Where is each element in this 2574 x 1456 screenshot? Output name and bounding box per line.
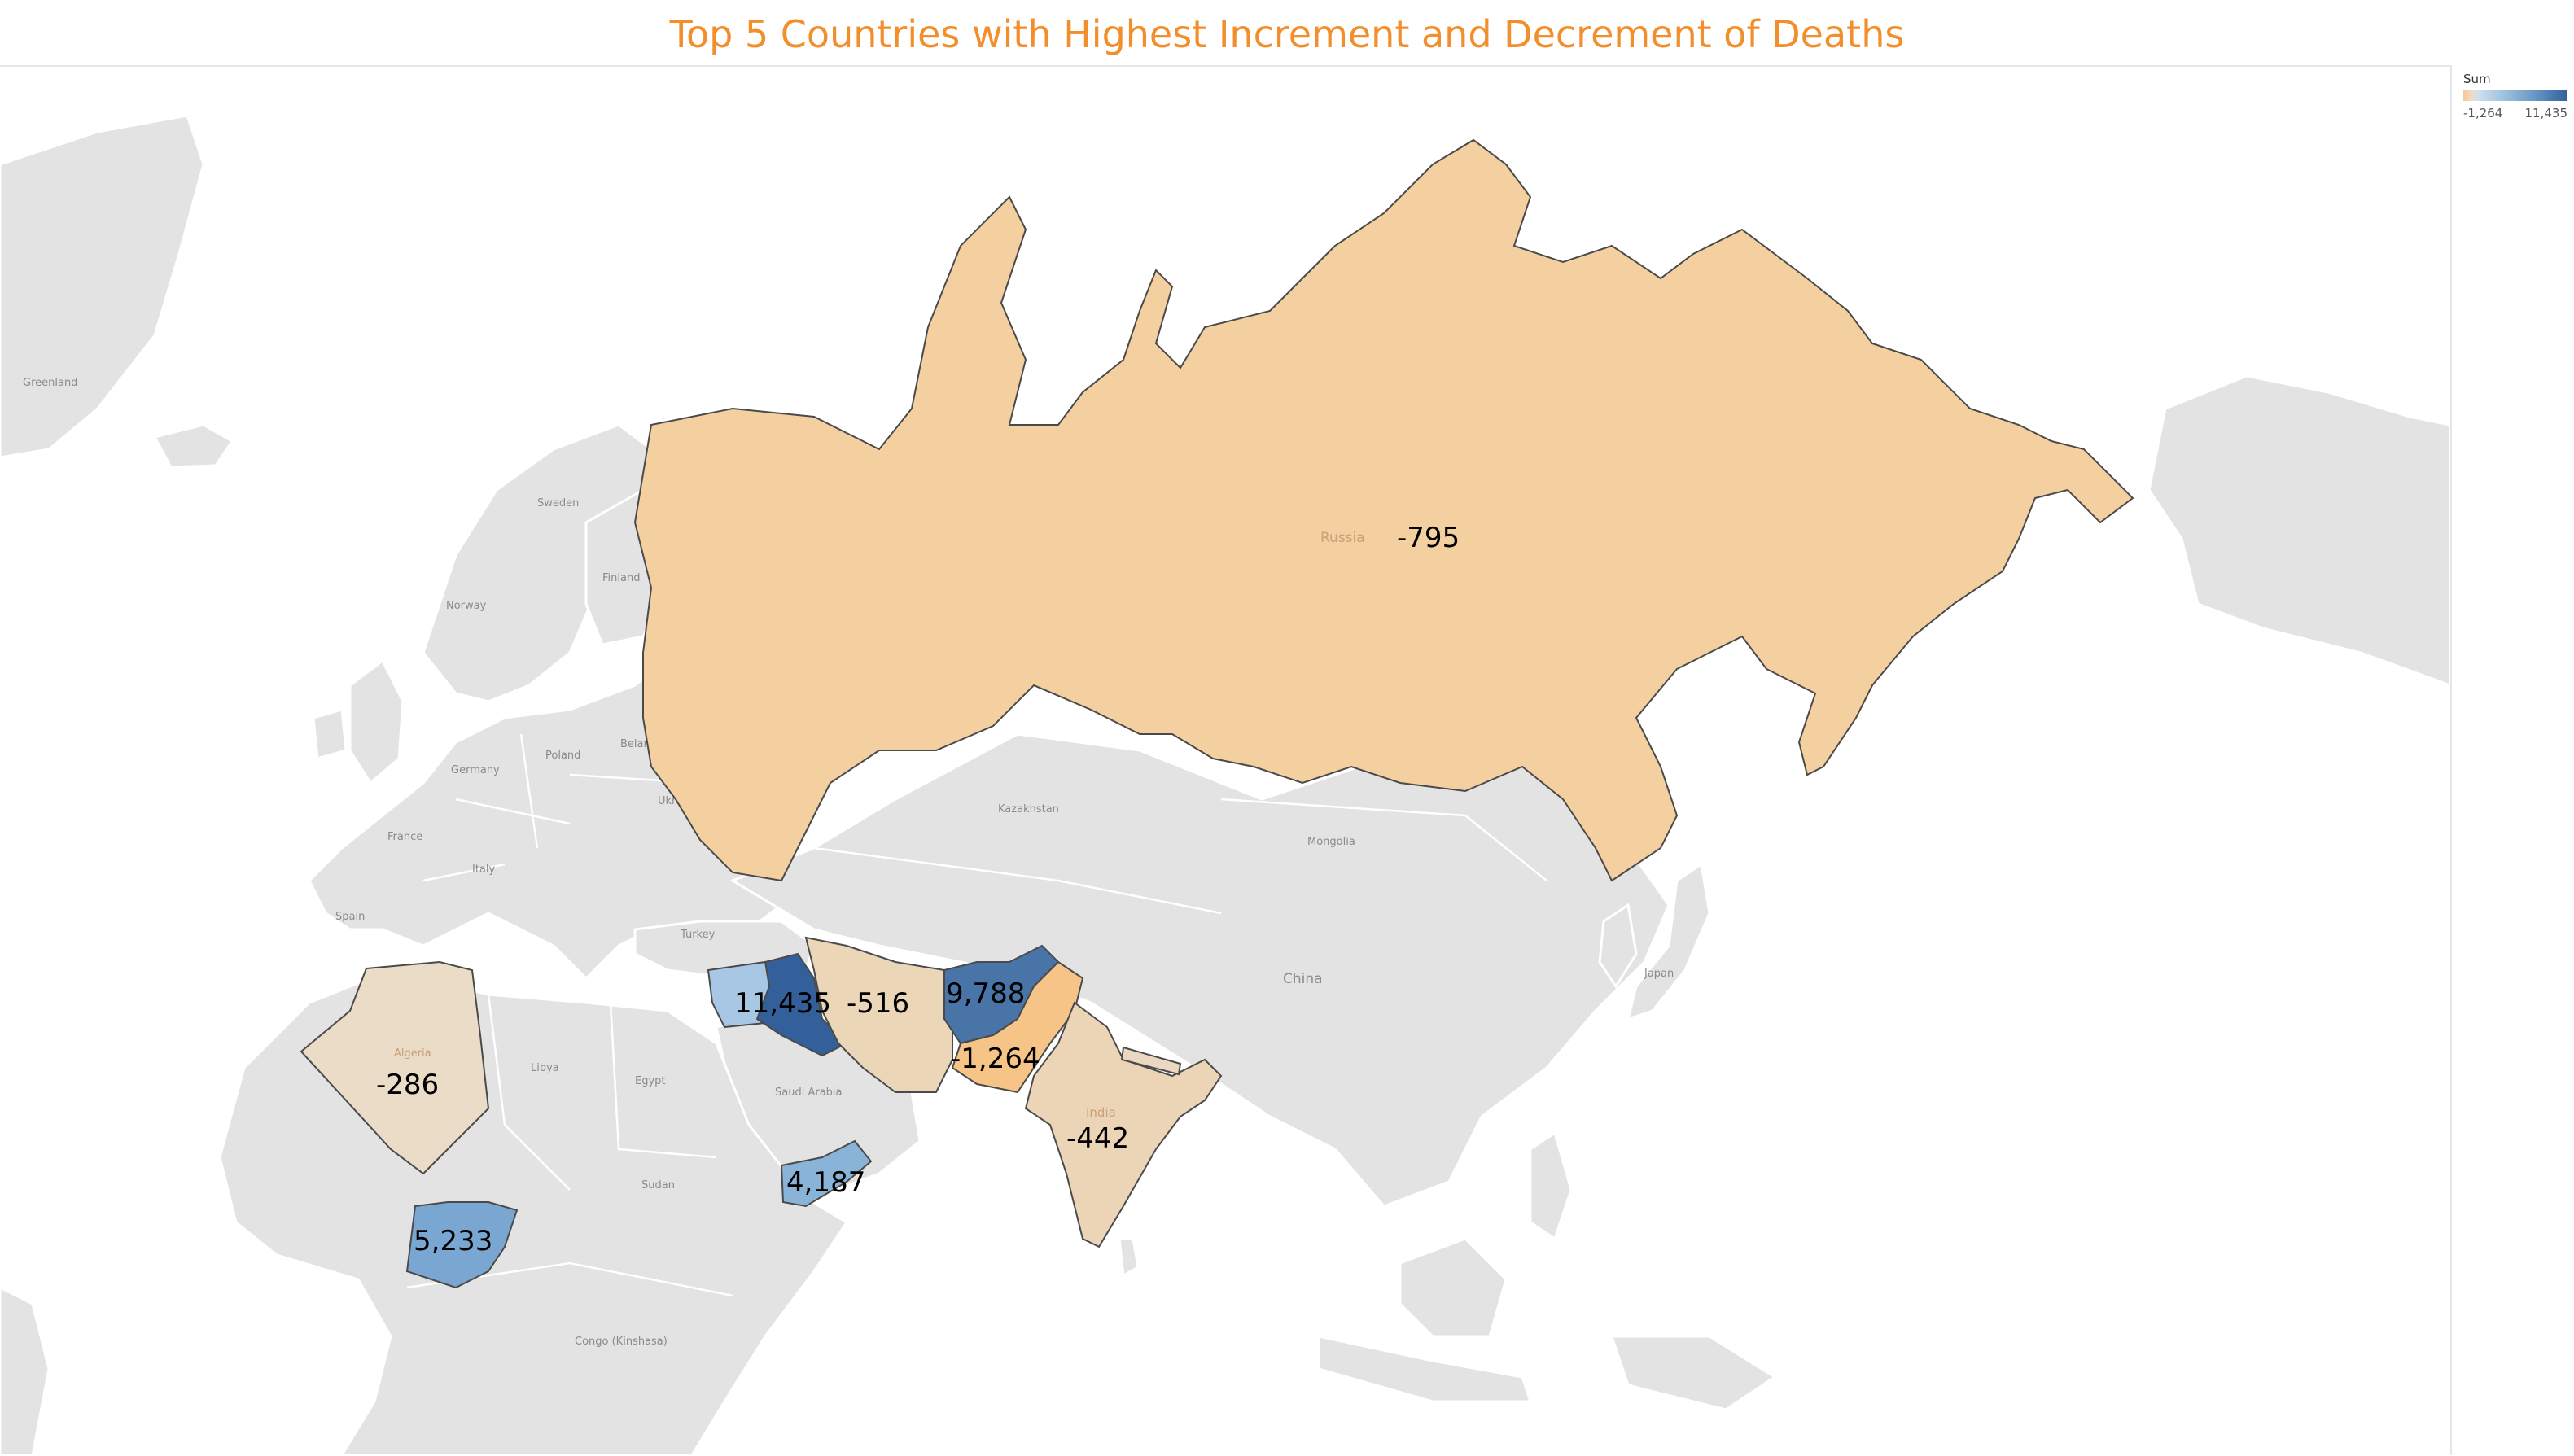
map-label-congo: Congo (Kinshasa) (575, 1336, 668, 1348)
color-legend[interactable]: Sum -1,264 11,435 (2458, 72, 2572, 129)
map-label-turkey: Turkey (680, 929, 716, 941)
legend-max-label: 11,435 (2524, 106, 2568, 120)
map-label-mongolia: Mongolia (1307, 836, 1355, 848)
map-label-algeria: Algeria (394, 1047, 431, 1060)
map-label-sudan: Sudan (641, 1179, 675, 1191)
land-ireland (312, 708, 348, 760)
value-label-iraq: 11,435 (734, 987, 831, 1020)
region-russia[interactable] (633, 138, 2134, 882)
land-greenland (0, 114, 205, 459)
map-label-japan: Japan (1644, 968, 1674, 980)
page-title: Top 5 Countries with Highest Increment a… (669, 12, 1905, 56)
map-view[interactable]: Greenland Sweden Finland Norway Belarus … (0, 65, 2452, 1455)
value-label-yemen: 4,187 (786, 1166, 865, 1199)
map-label-egypt: Egypt (635, 1075, 666, 1087)
map-label-spain: Spain (335, 911, 365, 923)
region-iran[interactable] (804, 936, 953, 1093)
value-labels: -795 -286 11,435 -516 9,788 -1,264 -442 … (376, 522, 1460, 1257)
map-label-sweden: Sweden (537, 497, 579, 509)
region-nepal[interactable] (1120, 1046, 1182, 1076)
base-map-labels: Greenland Sweden Finland Norway Belarus … (23, 377, 1674, 1348)
map-canvas[interactable]: Greenland Sweden Finland Norway Belarus … (0, 67, 2450, 1455)
map-label-russia: Russia (1320, 530, 1365, 546)
map-label-china: China (1283, 971, 1323, 987)
map-label-france: France (387, 831, 422, 843)
map-label-finland: Finland (602, 572, 640, 584)
land-south-america (0, 1286, 50, 1455)
map-label-india: India (1086, 1105, 1116, 1120)
map-label-poland: Poland (545, 750, 580, 762)
value-label-iran: -516 (847, 987, 909, 1020)
value-label-russia: -795 (1397, 522, 1460, 554)
land-sri-lanka (1118, 1237, 1140, 1278)
land-new-guinea (1609, 1335, 1777, 1411)
highlighted-country-labels: Russia Algeria India (394, 530, 1365, 1120)
highlighted-countries[interactable] (300, 138, 2134, 1289)
land-iceland (152, 423, 234, 469)
value-label-pakistan: -1,264 (951, 1043, 1040, 1075)
map-label-saudi-arabia: Saudi Arabia (775, 1087, 843, 1099)
map-label-italy: Italy (472, 864, 496, 876)
region-algeria[interactable] (300, 960, 490, 1175)
base-map (0, 114, 2450, 1455)
map-label-libya: Libya (531, 1062, 559, 1074)
legend-min-label: -1,264 (2463, 106, 2503, 120)
map-label-kazakhstan: Kazakhstan (998, 803, 1059, 815)
map-label-greenland: Greenland (23, 377, 77, 389)
region-iraq[interactable] (755, 952, 848, 1057)
region-india[interactable] (1024, 1001, 1223, 1248)
land-indonesia (1317, 1335, 1533, 1403)
map-label-norway: Norway (446, 600, 487, 612)
map-label-germany: Germany (451, 764, 500, 776)
value-label-algeria: -286 (376, 1069, 439, 1101)
land-borneo (1399, 1237, 1508, 1338)
land-korea (1598, 903, 1638, 989)
region-nigeria[interactable] (405, 1201, 519, 1289)
legend-color-ramp (2463, 90, 2567, 101)
value-label-afghanistan: 9,788 (946, 977, 1025, 1010)
land-philippines (1529, 1130, 1573, 1241)
region-yemen[interactable] (780, 1139, 873, 1208)
land-japan (1626, 862, 1711, 1021)
land-alaska (2147, 374, 2450, 687)
value-label-india: -442 (1066, 1122, 1129, 1155)
land-uk (348, 658, 405, 785)
value-label-nigeria: 5,233 (414, 1225, 492, 1257)
legend-title: Sum (2463, 72, 2491, 86)
